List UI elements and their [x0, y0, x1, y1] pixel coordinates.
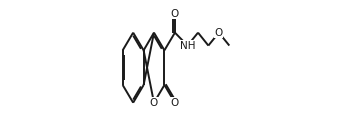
Text: O: O [171, 9, 179, 19]
Text: O: O [215, 28, 223, 38]
Text: NH: NH [180, 41, 195, 51]
Text: O: O [171, 98, 179, 108]
Text: O: O [150, 98, 158, 108]
